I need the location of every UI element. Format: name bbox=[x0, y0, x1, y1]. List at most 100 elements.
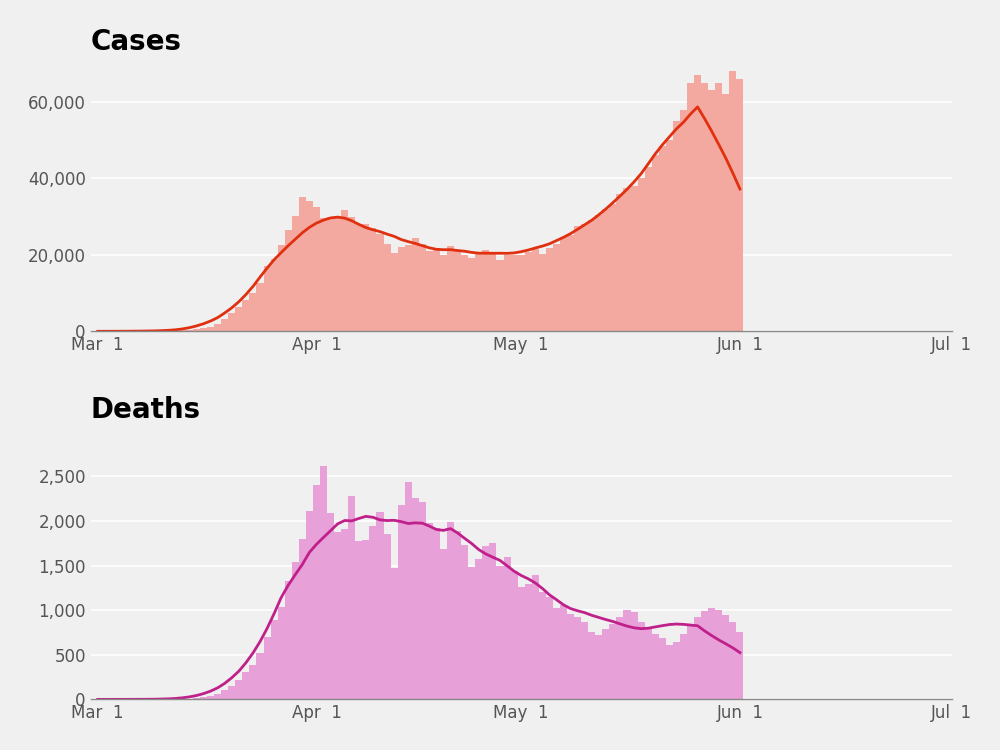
Bar bbox=[659, 638, 666, 699]
Bar bbox=[334, 532, 341, 699]
Bar bbox=[398, 248, 405, 332]
Bar bbox=[595, 634, 602, 699]
Bar bbox=[271, 620, 278, 699]
Text: Cases: Cases bbox=[91, 28, 182, 56]
Bar bbox=[736, 632, 743, 699]
Bar bbox=[581, 224, 588, 332]
Bar bbox=[496, 260, 504, 332]
Bar bbox=[447, 247, 454, 332]
Bar bbox=[708, 608, 715, 699]
Bar bbox=[595, 214, 602, 332]
Bar bbox=[631, 186, 638, 332]
Bar bbox=[496, 566, 504, 699]
Bar bbox=[376, 512, 384, 699]
Bar bbox=[228, 686, 235, 699]
Bar bbox=[299, 197, 306, 332]
Bar bbox=[539, 592, 546, 699]
Bar bbox=[256, 284, 264, 332]
Bar bbox=[285, 230, 292, 332]
Bar bbox=[193, 698, 200, 699]
Bar bbox=[638, 178, 645, 332]
Bar bbox=[405, 482, 412, 699]
Bar bbox=[701, 611, 708, 699]
Bar bbox=[687, 82, 694, 332]
Bar bbox=[242, 300, 249, 332]
Bar bbox=[384, 534, 391, 699]
Bar bbox=[609, 624, 616, 699]
Bar bbox=[454, 531, 461, 699]
Bar bbox=[426, 251, 433, 332]
Text: Deaths: Deaths bbox=[91, 396, 201, 424]
Bar bbox=[616, 194, 623, 332]
Bar bbox=[553, 608, 560, 699]
Bar bbox=[193, 329, 200, 332]
Bar bbox=[271, 259, 278, 332]
Bar bbox=[419, 244, 426, 332]
Bar bbox=[320, 466, 327, 699]
Bar bbox=[574, 226, 581, 332]
Bar bbox=[638, 622, 645, 699]
Bar bbox=[376, 234, 384, 332]
Bar bbox=[278, 245, 285, 332]
Bar bbox=[489, 543, 496, 699]
Bar bbox=[546, 597, 553, 699]
Bar bbox=[701, 82, 708, 332]
Bar bbox=[694, 75, 701, 332]
Bar bbox=[398, 505, 405, 699]
Bar bbox=[341, 530, 348, 699]
Bar bbox=[447, 522, 454, 699]
Bar bbox=[362, 224, 369, 332]
Bar bbox=[511, 255, 518, 332]
Bar bbox=[652, 634, 659, 699]
Bar bbox=[186, 330, 193, 332]
Bar bbox=[609, 203, 616, 332]
Bar bbox=[369, 526, 376, 699]
Bar bbox=[405, 245, 412, 332]
Bar bbox=[384, 244, 391, 332]
Bar bbox=[256, 653, 264, 699]
Bar bbox=[278, 608, 285, 699]
Bar bbox=[602, 629, 609, 699]
Bar bbox=[475, 254, 482, 332]
Bar bbox=[426, 524, 433, 699]
Bar bbox=[673, 642, 680, 699]
Bar bbox=[623, 188, 631, 332]
Bar bbox=[214, 324, 221, 332]
Bar bbox=[666, 140, 673, 332]
Bar bbox=[518, 255, 525, 332]
Bar bbox=[433, 248, 440, 332]
Bar bbox=[221, 320, 228, 332]
Bar bbox=[673, 121, 680, 332]
Bar bbox=[221, 691, 228, 699]
Bar bbox=[546, 248, 553, 332]
Bar bbox=[249, 664, 256, 699]
Bar bbox=[482, 545, 489, 699]
Bar bbox=[348, 217, 355, 332]
Bar bbox=[567, 614, 574, 699]
Bar bbox=[539, 254, 546, 332]
Bar bbox=[313, 207, 320, 332]
Bar bbox=[242, 673, 249, 699]
Bar bbox=[729, 622, 736, 699]
Bar bbox=[341, 210, 348, 332]
Bar bbox=[440, 255, 447, 332]
Bar bbox=[666, 645, 673, 699]
Bar bbox=[468, 567, 475, 699]
Bar bbox=[369, 228, 376, 332]
Bar bbox=[708, 91, 715, 332]
Bar bbox=[391, 568, 398, 699]
Bar bbox=[235, 308, 242, 332]
Bar bbox=[264, 637, 271, 699]
Bar bbox=[715, 610, 722, 699]
Bar bbox=[631, 612, 638, 699]
Bar bbox=[729, 71, 736, 332]
Bar bbox=[722, 94, 729, 332]
Bar bbox=[687, 626, 694, 699]
Bar bbox=[588, 632, 595, 699]
Bar bbox=[461, 545, 468, 699]
Bar bbox=[348, 496, 355, 699]
Bar bbox=[560, 605, 567, 699]
Bar bbox=[200, 328, 207, 332]
Bar bbox=[419, 502, 426, 699]
Bar bbox=[412, 238, 419, 332]
